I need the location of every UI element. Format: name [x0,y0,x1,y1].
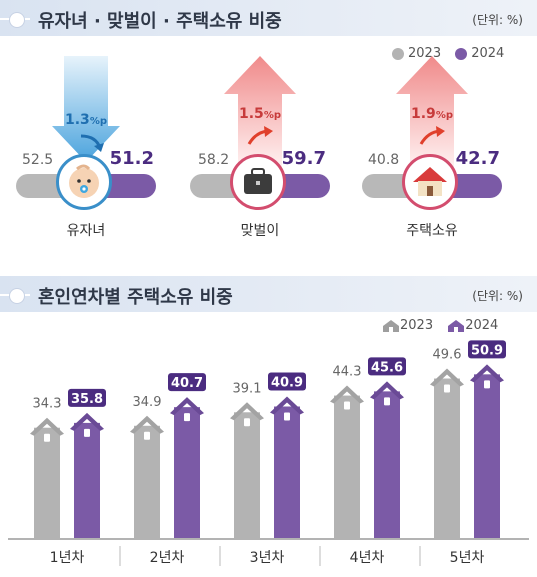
curve-arrow-icon [80,134,104,152]
section1-title: 유자녀 · 맞벌이 · 주택소유 비중 [38,11,282,32]
value-badge [468,340,506,359]
bar-roof [130,415,164,434]
label-home-ownership: 주택소유 [406,223,458,239]
value-2023-dual-income: 58.2 [198,152,230,168]
bar-2024-4 [370,381,404,538]
house-icon [402,154,458,210]
bar-roof [270,396,304,415]
bar-body [334,395,360,538]
bar-door [284,412,290,421]
bar-roof [30,417,64,436]
legend-2023-house-icon [383,319,399,332]
bar-body [274,406,300,538]
bar-door [184,413,190,422]
bar-body [74,422,100,538]
bar-door [84,428,90,437]
curve-arrow-up-icon [247,126,273,145]
section2-header: 혼인연차별 주택소유 비중 (단위: %) [0,276,537,312]
bar-body [134,425,160,538]
bar-roof [170,397,204,416]
section2-legend: 2023 2024 [382,318,498,333]
legend-2023-swatch [392,47,404,60]
legend-2024-house-icon [448,319,465,332]
bar-2023-1 [30,417,64,538]
bar-door [244,418,250,427]
bar-body [174,407,200,538]
briefcase-icon [230,154,286,210]
category-label: 3년차 [250,550,285,566]
label-children: 유자녀 [66,223,106,239]
value-label-2024: 50.9 [471,343,503,358]
bar-door [444,384,450,393]
value-2024-children: 51.2 [109,148,154,169]
bar-2024-5 [470,364,504,538]
arrow-up-icon [396,56,468,168]
value-label-2024: 35.8 [71,392,103,407]
bar-roof [370,381,404,400]
value-2023-children: 52.5 [22,152,54,168]
value-label-2023: 39.1 [233,381,262,396]
change-label-children: 1.3%p [65,112,107,128]
value-2023-home-ownership: 40.8 [368,152,400,168]
value-label-2024: 40.7 [171,376,203,391]
section2-unit: (단위: %) [472,289,523,303]
value-badge [168,373,206,392]
arrow-down-icon [52,56,120,162]
category-label: 2년차 [150,550,185,566]
bar-roof [470,364,504,383]
bar-body [374,391,400,538]
value-label-2024: 45.6 [371,360,403,375]
bar-roof [70,412,104,431]
baby-icon [56,154,112,210]
value-label-2023: 44.3 [333,365,362,380]
section1-unit: (단위: %) [472,13,523,27]
value-2024-dual-income: 59.7 [281,148,326,169]
bar-body [234,412,260,538]
value-label-2023: 34.9 [133,395,162,410]
bar-2023-3 [230,402,264,538]
bar-door [344,401,350,410]
category-label: 5년차 [450,550,485,566]
category-label: 1년차 [50,550,85,566]
value-badge [368,357,406,376]
change-label-dual-income: 1.5%p [239,106,281,122]
section2-title: 혼인연차별 주택소유 비중 [38,287,233,308]
bar-door [484,380,490,389]
value-2024-home-ownership: 42.7 [455,148,500,169]
bar-roof [230,402,264,421]
bar-door [144,431,150,440]
bar-body [434,378,460,538]
bar-body [34,427,60,538]
bar-2023-5 [430,368,464,538]
bar-2024-3 [270,396,304,538]
bar-2024-1 [70,412,104,538]
bar-roof [330,385,364,404]
item-home-ownership: 1.9%p 40.8 42.7 주택소유 [362,56,502,266]
bar-door [44,433,50,442]
bar-chart: 34.3 35.8 1년차 34.9 40.7 2년차 39.1 40.9 3년차 44.3 45.… [8,340,529,566]
bar-2023-2 [130,415,164,538]
item-dual-income: 1.5%p 58.2 59.7 맞벌이 [190,56,330,266]
value-label-2023: 34.3 [33,397,62,412]
value-label-2023: 49.6 [433,348,462,363]
section1-header: 유자녀 · 맞벌이 · 주택소유 비중 (단위: %) [0,0,537,36]
bar-body [474,374,500,538]
category-label: 4년차 [350,550,385,566]
change-label-home-ownership: 1.9%p [411,106,453,122]
bar-2024-2 [170,397,204,538]
bar-roof [430,368,464,387]
value-badge [68,388,106,407]
bar-door [384,397,390,406]
label-dual-income: 맞벌이 [240,223,280,239]
arrow-up-icon [224,56,296,168]
item-children: 1.3%p 52.5 51.2 유자녀 [16,56,156,266]
curve-arrow-up-icon [419,126,445,145]
bar-2023-4 [330,385,364,538]
value-label-2024: 40.9 [271,375,303,390]
legend-2024-swatch [455,47,468,60]
value-badge [268,372,306,391]
